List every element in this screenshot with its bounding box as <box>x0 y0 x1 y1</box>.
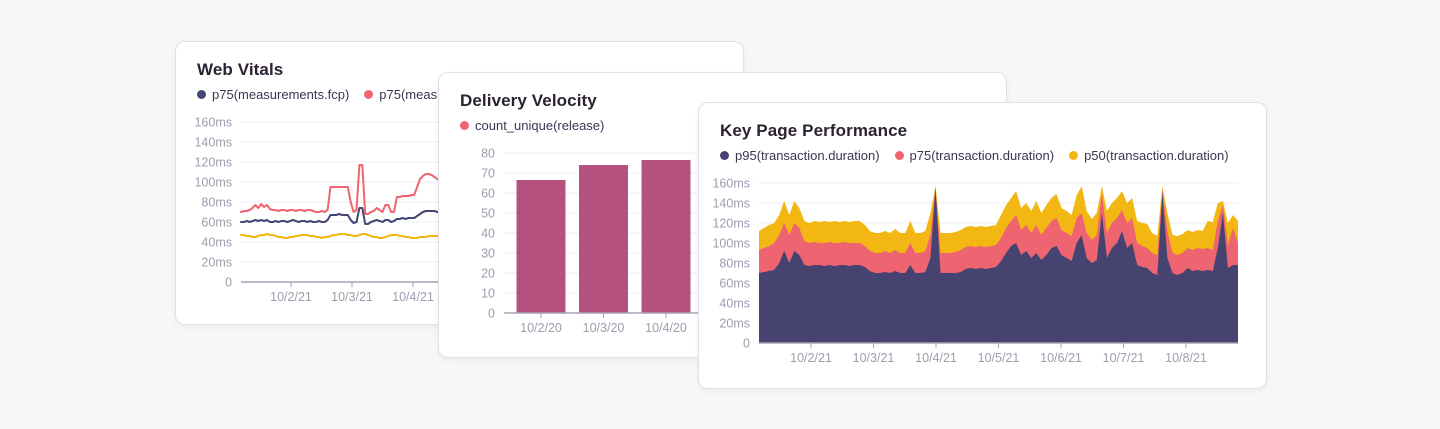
svg-text:10/3/21: 10/3/21 <box>853 351 895 365</box>
svg-text:80: 80 <box>481 147 495 161</box>
svg-text:120ms: 120ms <box>194 156 232 170</box>
svg-text:120ms: 120ms <box>712 217 750 231</box>
series-group <box>759 186 1238 343</box>
bar[interactable] <box>516 180 566 313</box>
svg-text:10/8/21: 10/8/21 <box>1165 351 1207 365</box>
svg-text:0: 0 <box>225 276 232 290</box>
svg-text:20ms: 20ms <box>719 317 750 331</box>
bar[interactable] <box>641 160 691 313</box>
svg-text:70: 70 <box>481 167 495 181</box>
bar[interactable] <box>579 165 628 313</box>
legend-item[interactable]: p95(transaction.duration) <box>720 148 880 163</box>
svg-text:140ms: 140ms <box>194 136 232 150</box>
svg-text:140ms: 140ms <box>712 197 750 211</box>
svg-text:10: 10 <box>481 287 495 301</box>
svg-text:0: 0 <box>743 337 750 351</box>
legend-color-dot <box>894 151 904 160</box>
y-axis-labels: 80 70 60 50 40 30 20 10 0 <box>481 147 495 321</box>
series-group <box>516 160 691 313</box>
widget-title: Web Vitals <box>197 60 284 79</box>
legend-color-dot <box>720 151 729 160</box>
legend-item-label: p50(transaction.duration) <box>1084 148 1229 163</box>
svg-text:60ms: 60ms <box>719 277 750 291</box>
y-axis-labels: 160ms 140ms 120ms 100ms 80ms 60ms 40ms 20ms 0 <box>194 116 232 290</box>
svg-text:10/4/20: 10/4/20 <box>645 321 687 335</box>
svg-text:20ms: 20ms <box>201 256 232 270</box>
area-series-0[interactable] <box>759 188 1238 343</box>
svg-text:10/4/21: 10/4/21 <box>915 351 957 365</box>
svg-text:10/4/21: 10/4/21 <box>392 290 434 304</box>
legend-item-label: p75(transaction.duration) <box>909 148 1055 163</box>
legend-item[interactable]: count_unique(release) <box>460 118 604 133</box>
svg-text:40: 40 <box>481 227 495 241</box>
svg-text:100ms: 100ms <box>194 176 232 190</box>
legend-item[interactable]: p50(transaction.duration) <box>1069 148 1229 163</box>
legend-color-dot <box>1069 151 1079 160</box>
legend-item-label: p95(transaction.duration) <box>735 148 880 163</box>
svg-text:40ms: 40ms <box>719 297 750 311</box>
svg-text:80ms: 80ms <box>201 196 232 210</box>
legend-color-dot <box>197 90 206 99</box>
svg-text:60ms: 60ms <box>201 216 232 230</box>
widget-title: Delivery Velocity <box>460 91 597 110</box>
svg-text:10/2/21: 10/2/21 <box>790 351 832 365</box>
widget-legend: p95(transaction.duration) p75(transaction… <box>720 148 1229 163</box>
x-axis-labels: 10/2/21 10/3/21 10/4/21 <box>270 282 434 304</box>
svg-text:10/3/20: 10/3/20 <box>583 321 625 335</box>
svg-text:30: 30 <box>481 247 495 261</box>
svg-text:10/2/20: 10/2/20 <box>520 321 562 335</box>
svg-text:0: 0 <box>488 307 495 321</box>
x-axis-labels: 10/2/21 10/3/21 10/4/21 10/5/21 10/6/21 10/7/… <box>790 343 1207 365</box>
svg-text:10/5/21: 10/5/21 <box>978 351 1020 365</box>
svg-text:20: 20 <box>481 267 495 281</box>
svg-text:160ms: 160ms <box>712 177 750 191</box>
y-axis-labels: 160ms 140ms 120ms 100ms 80ms 60ms 40ms 20ms 0 <box>712 177 750 351</box>
line-series-2[interactable] <box>240 233 447 239</box>
svg-text:100ms: 100ms <box>712 237 750 251</box>
svg-text:10/6/21: 10/6/21 <box>1040 351 1082 365</box>
legend-item-label: count_unique(release) <box>475 118 605 133</box>
legend-item[interactable]: p75(measurements.fcp) <box>197 87 349 102</box>
legend-item[interactable]: p75(transaction.duration) <box>894 148 1055 163</box>
widget-legend: count_unique(release) <box>460 118 604 133</box>
svg-text:80ms: 80ms <box>719 257 750 271</box>
widget-title: Key Page Performance <box>720 121 908 140</box>
svg-text:10/7/21: 10/7/21 <box>1103 351 1145 365</box>
x-axis-labels: 10/2/20 10/3/20 10/4/20 <box>520 313 687 335</box>
legend-item-label: p75(measurements.fcp) <box>212 87 350 102</box>
key-page-performance-area-chart[interactable]: 160ms 140ms 120ms 100ms 80ms 60ms 40ms 20ms 0 10/… <box>699 103 1266 388</box>
line-series-1[interactable] <box>240 164 447 215</box>
line-series-0[interactable] <box>240 207 447 225</box>
svg-text:10/3/21: 10/3/21 <box>331 290 373 304</box>
svg-text:10/2/21: 10/2/21 <box>270 290 312 304</box>
series-group <box>240 164 447 239</box>
svg-text:50: 50 <box>481 207 495 221</box>
svg-text:40ms: 40ms <box>201 236 232 250</box>
widget-card-key-page-performance[interactable]: 160ms 140ms 120ms 100ms 80ms 60ms 40ms 20ms 0 10/… <box>698 102 1267 389</box>
legend-color-dot <box>364 90 374 99</box>
svg-text:60: 60 <box>481 187 495 201</box>
legend-color-dot <box>460 121 469 130</box>
svg-text:160ms: 160ms <box>194 116 232 130</box>
